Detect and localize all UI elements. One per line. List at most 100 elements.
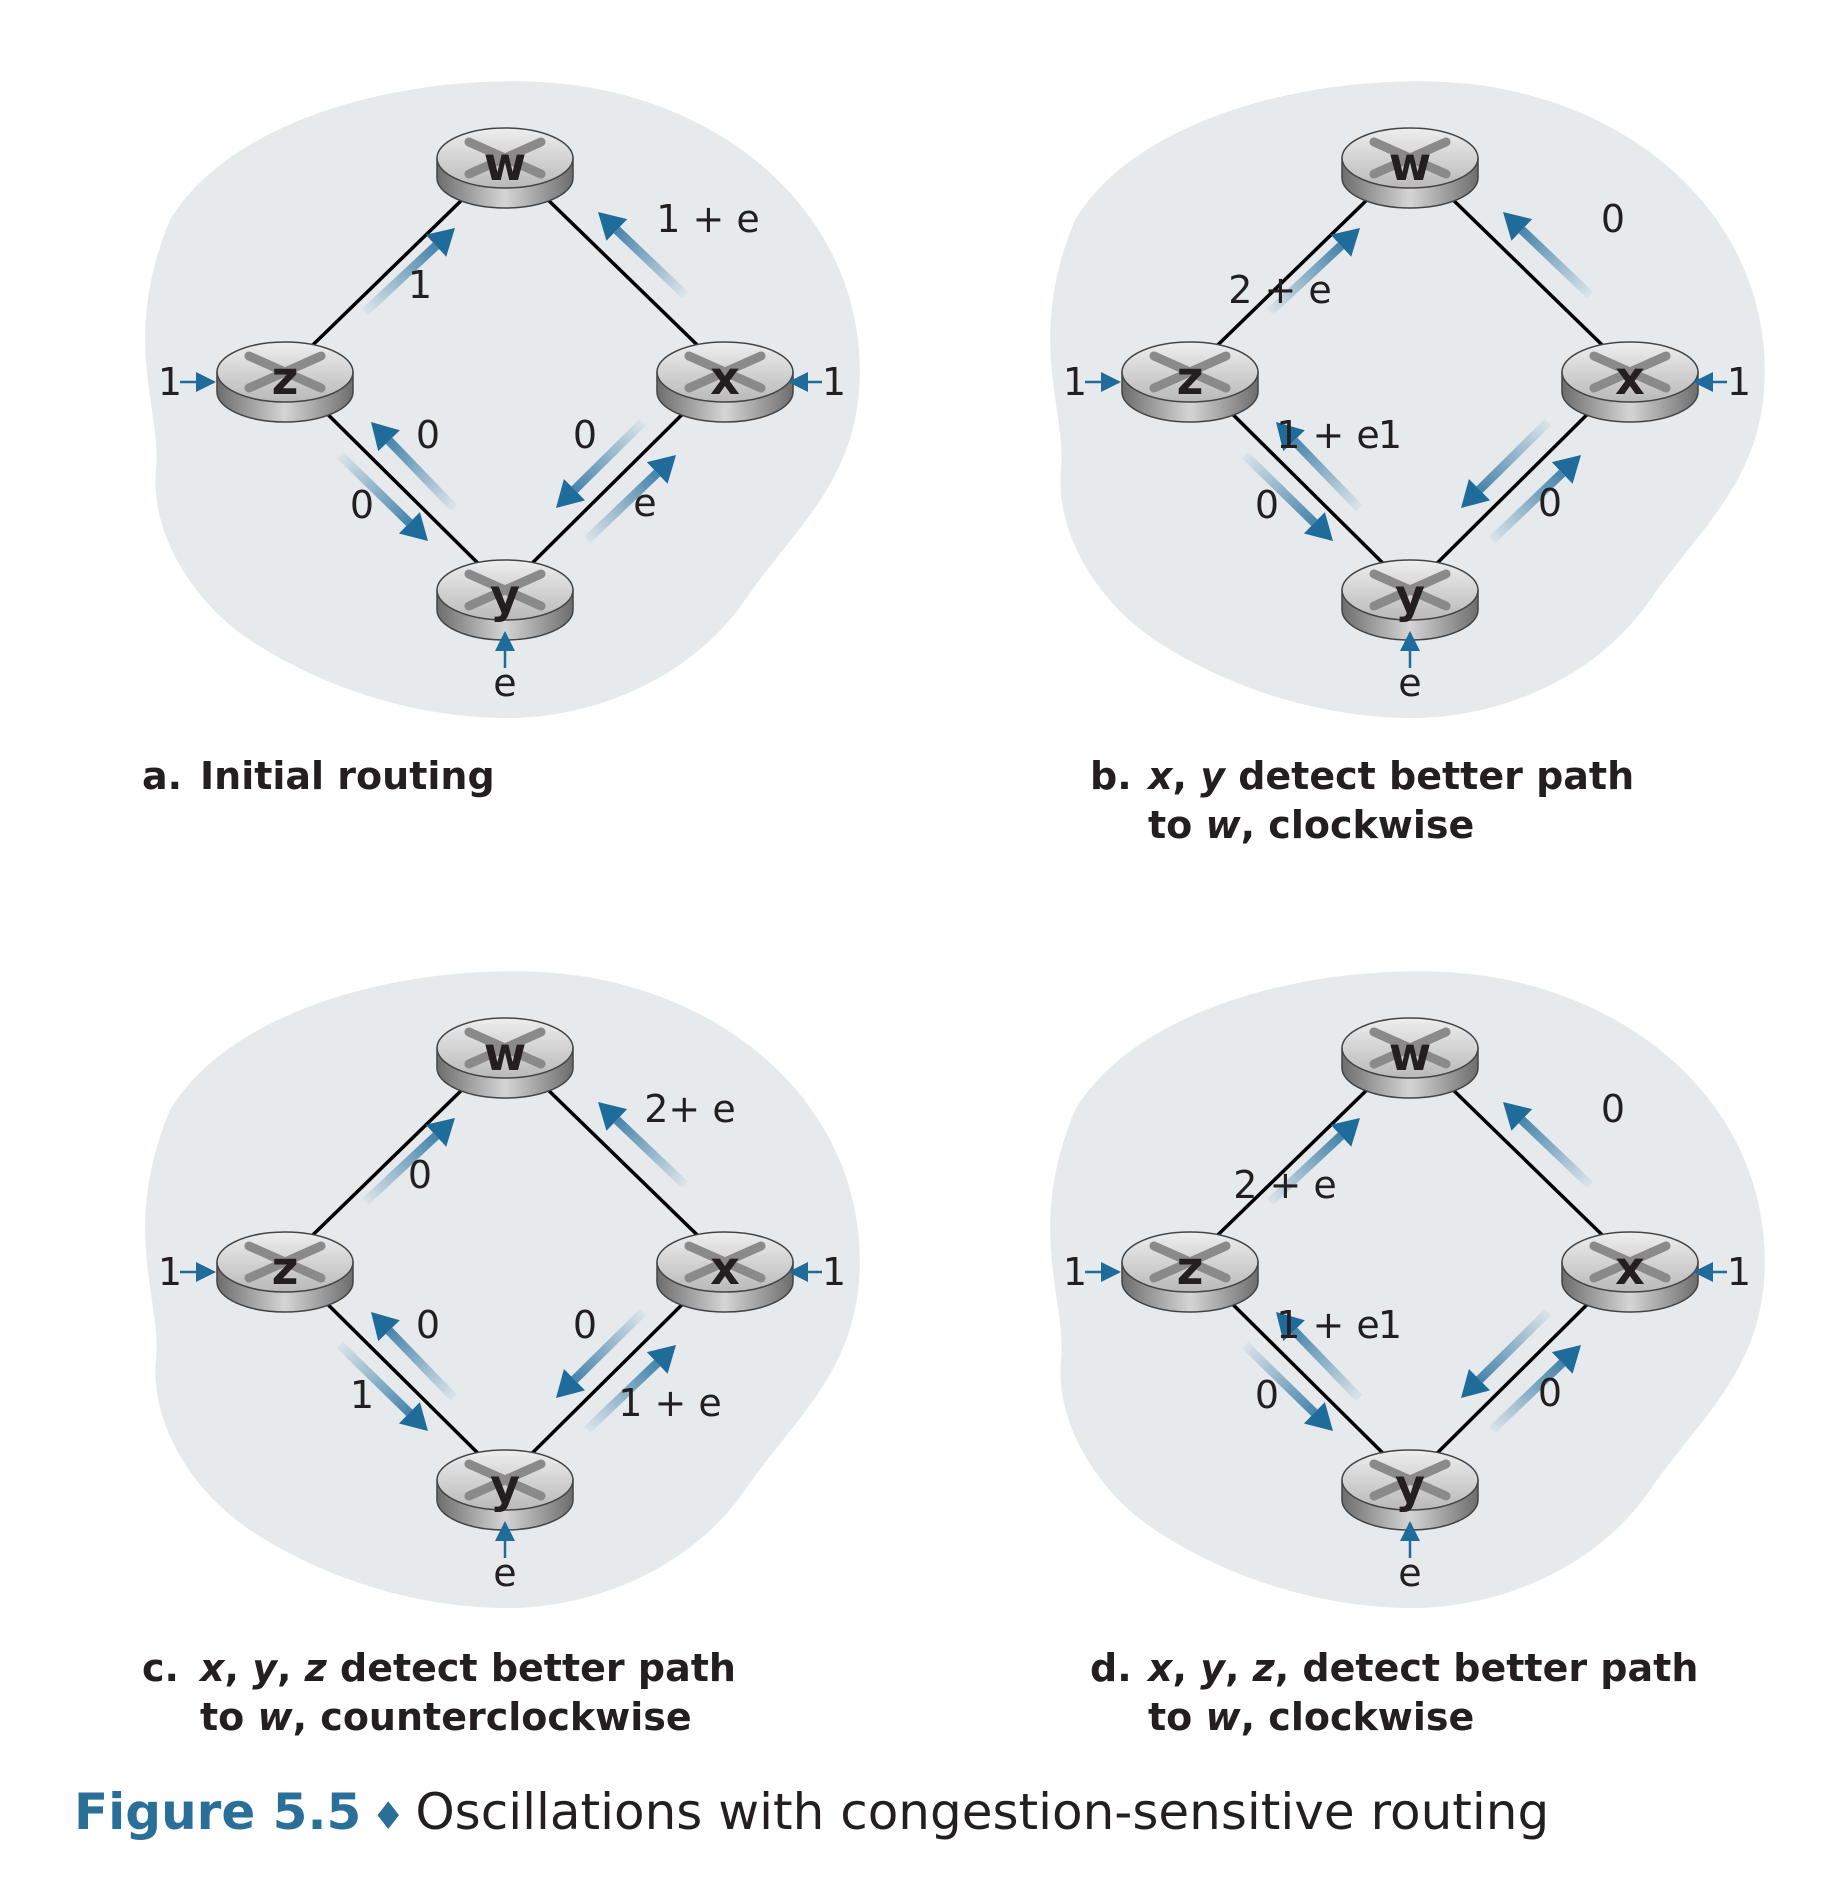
flow-arrow-wx bbox=[598, 1102, 689, 1189]
router-x-label: x bbox=[1615, 1241, 1645, 1295]
ext-input-z: 1 bbox=[158, 360, 216, 404]
load-label-xy-out: 0 bbox=[573, 413, 597, 457]
router-w: w bbox=[1341, 127, 1479, 209]
router-arrows-icon bbox=[464, 1027, 546, 1069]
load-label-xy-in: 0 bbox=[1538, 1371, 1562, 1415]
caption-b-letter: b. bbox=[1090, 754, 1132, 798]
caption-c: c. x, y, z detect better path to w, count… bbox=[142, 1644, 736, 1742]
ext-input-x: 1 bbox=[1693, 360, 1751, 404]
load-label-zy-in: 0 bbox=[1255, 1373, 1279, 1417]
caption-b-to: to bbox=[1148, 803, 1206, 847]
ext-input-x: 1 bbox=[788, 1250, 846, 1294]
router-w-label: w bbox=[484, 137, 527, 191]
load-label-zy-in: 1 bbox=[350, 1373, 374, 1417]
router-y: y bbox=[1341, 1449, 1479, 1531]
load-label-wx: 1 + e bbox=[656, 197, 760, 241]
router-y: y bbox=[436, 1449, 574, 1531]
router-arrows-icon bbox=[244, 351, 326, 393]
caption-c-var-z: z bbox=[304, 1646, 327, 1690]
router-z: z bbox=[1121, 341, 1259, 423]
flow-arrow-xy-in bbox=[583, 1345, 676, 1434]
ext-load-x: 1 bbox=[822, 360, 846, 404]
flow-arrow-xy-out bbox=[1461, 1308, 1552, 1398]
router-arrows-icon bbox=[1149, 1241, 1231, 1283]
load-label-xy-out: 1 bbox=[1378, 413, 1402, 457]
router-arrows-icon bbox=[464, 1459, 546, 1501]
caption-b-var-x: x bbox=[1148, 754, 1173, 798]
load-label-zy-out: 0 bbox=[416, 1303, 440, 1347]
load-label-zw: 1 bbox=[408, 263, 432, 307]
load-label-wx: 2+ e bbox=[644, 1087, 735, 1131]
router-z: z bbox=[1121, 1231, 1259, 1313]
ext-load-z: 1 bbox=[158, 1250, 182, 1294]
router-z-label: z bbox=[1177, 1241, 1204, 1295]
flow-arrow-zy-in bbox=[336, 1341, 428, 1431]
router-arrows-icon bbox=[464, 137, 546, 179]
flow-arrow-zy-out bbox=[371, 1312, 458, 1402]
flow-arrow-zw bbox=[361, 1118, 455, 1206]
router-w-label: w bbox=[1389, 137, 1432, 191]
router-arrows-icon bbox=[1369, 569, 1451, 611]
router-x: x bbox=[656, 1231, 794, 1313]
caption-b-line1: detect better path bbox=[1224, 754, 1635, 798]
ext-load-x: 1 bbox=[1727, 1250, 1751, 1294]
flow-arrow-zy-in bbox=[336, 451, 428, 541]
caption-c-sep2: , bbox=[276, 1646, 305, 1690]
load-label-zw: 2 + e bbox=[1228, 268, 1332, 312]
caption-c-sep1: , bbox=[224, 1646, 253, 1690]
figure-caption: Figure 5.5 ♦ Oscillations with congestion-… bbox=[74, 1783, 1549, 1841]
load-label-zy-out: 1 + e bbox=[1276, 413, 1380, 457]
figure-number: Figure 5.5 bbox=[74, 1783, 362, 1841]
diamond-icon: ♦ bbox=[371, 1794, 406, 1838]
ext-load-y: e bbox=[1398, 1551, 1421, 1595]
router-x: x bbox=[656, 341, 794, 423]
ext-input-z: 1 bbox=[158, 1250, 216, 1294]
caption-d-line1: detect better path bbox=[1289, 1646, 1699, 1690]
ext-input-y: e bbox=[1398, 1521, 1422, 1595]
flow-arrow-xy-in bbox=[1488, 1345, 1581, 1434]
load-label-zy-out: 1 + e bbox=[1276, 1303, 1380, 1347]
network-cloud bbox=[145, 81, 860, 719]
flow-arrow-wx bbox=[1503, 212, 1594, 299]
router-x: x bbox=[1561, 341, 1699, 423]
router-arrows-icon bbox=[684, 1241, 766, 1283]
caption-b-line2: , clockwise bbox=[1240, 803, 1475, 847]
caption-d-line2: , clockwise bbox=[1240, 1695, 1475, 1739]
router-w: w bbox=[1341, 1017, 1479, 1099]
router-arrows-icon bbox=[1149, 351, 1231, 393]
load-label-xy-in: 1 + e bbox=[618, 1381, 722, 1425]
ext-load-z: 1 bbox=[1063, 360, 1087, 404]
caption-b-var-w: w bbox=[1205, 803, 1241, 847]
caption-c-to: to bbox=[200, 1695, 258, 1739]
ext-load-z: 1 bbox=[158, 360, 182, 404]
flow-arrow-xy-out bbox=[556, 418, 647, 508]
ext-input-z: 1 bbox=[1063, 360, 1121, 404]
flow-arrow-xy-out bbox=[556, 1308, 647, 1398]
caption-c-letter: c. bbox=[142, 1646, 179, 1690]
load-label-zw: 0 bbox=[408, 1153, 432, 1197]
router-x-label: x bbox=[710, 1241, 740, 1295]
caption-d-var-x: x bbox=[1148, 1646, 1173, 1690]
flow-arrow-zw bbox=[1266, 228, 1360, 316]
router-z-label: z bbox=[1177, 351, 1204, 405]
ext-load-x: 1 bbox=[822, 1250, 846, 1294]
router-x: x bbox=[1561, 1231, 1699, 1313]
ext-load-y: e bbox=[1398, 661, 1421, 705]
ext-load-y: e bbox=[493, 661, 516, 705]
load-label-wx: 0 bbox=[1601, 197, 1625, 241]
caption-d-var-z: z bbox=[1252, 1646, 1275, 1690]
router-z: z bbox=[216, 1231, 354, 1313]
load-label-xy-in: 0 bbox=[1538, 481, 1562, 525]
caption-a-letter: a. bbox=[142, 754, 183, 798]
flow-arrow-xy-out bbox=[1461, 418, 1552, 508]
ext-input-x: 1 bbox=[788, 360, 846, 404]
router-y: y bbox=[436, 559, 574, 641]
caption-b-var-y: y bbox=[1200, 754, 1225, 798]
ext-input-x: 1 bbox=[1693, 1250, 1751, 1294]
flow-arrow-zy-in bbox=[1241, 451, 1333, 541]
caption-d-to: to bbox=[1148, 1695, 1206, 1739]
flow-arrow-zy-out bbox=[1276, 1312, 1363, 1402]
router-arrows-icon bbox=[684, 351, 766, 393]
flow-arrow-zy-in bbox=[1241, 1341, 1333, 1431]
